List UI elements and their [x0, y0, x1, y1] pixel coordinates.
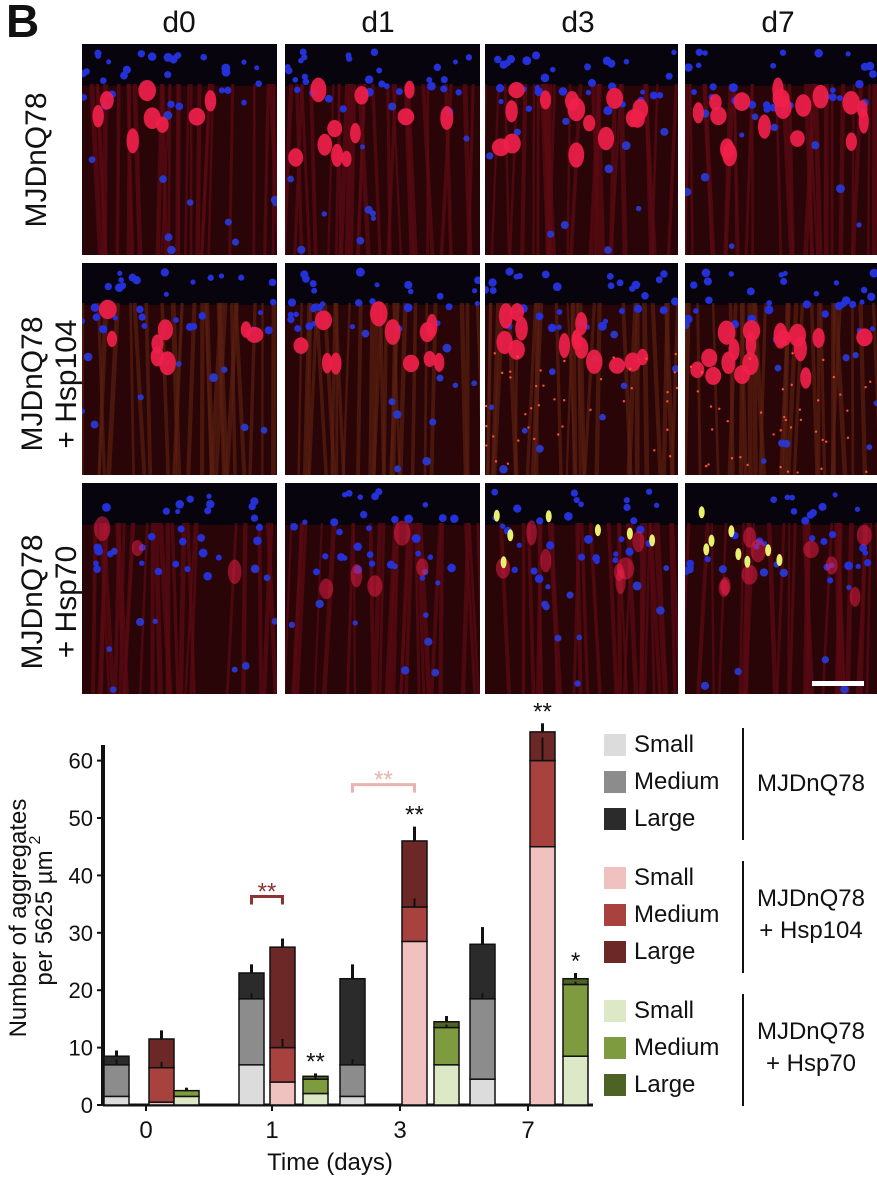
bar-segment-large	[469, 943, 496, 1000]
bar-segment-small	[238, 1064, 265, 1106]
y-tick-label: 50	[69, 806, 93, 831]
legend-label: Small	[634, 731, 695, 758]
y-tick-label: 30	[69, 921, 93, 946]
x-tick-label: 1	[265, 1117, 278, 1144]
legend-swatch	[604, 734, 626, 756]
row-label-2: MJDnQ78 + Hsp104	[16, 316, 83, 452]
legend-group-bracket	[742, 994, 744, 1106]
bar-segment-medium	[529, 759, 556, 848]
bar-segment-large	[269, 946, 296, 1049]
bar-segment-small	[469, 1078, 496, 1106]
significance-marker: **	[374, 767, 393, 794]
bar-segment-medium	[433, 1026, 460, 1066]
legend-group-bracket	[742, 728, 744, 840]
significance-bracket	[351, 783, 416, 793]
y-tick-label: 40	[69, 863, 93, 888]
micrograph-tile	[82, 483, 277, 694]
bar-segment-medium	[302, 1078, 329, 1095]
legend-swatch	[604, 771, 626, 793]
micrograph-tile	[82, 263, 277, 475]
scale-bar	[812, 681, 864, 686]
bar-segment-large	[339, 977, 366, 1066]
bar-segment-small	[269, 1081, 296, 1106]
column-label-d1: d1	[361, 6, 395, 39]
legend-swatch	[604, 941, 626, 963]
x-tick-label: 3	[393, 1117, 406, 1144]
bar-segment-large	[401, 840, 428, 908]
panel-label: B	[6, 0, 40, 47]
legend-label: Large	[634, 938, 696, 965]
micrograph-tile	[485, 483, 678, 694]
legend-label: Large	[634, 805, 696, 832]
legend-swatch	[604, 1037, 626, 1059]
y-axis-label: Number of aggregates	[5, 799, 32, 1038]
row-label-3: MJDnQ78 + Hsp70	[16, 534, 83, 670]
row-label-1: MJDnQ78	[20, 92, 53, 228]
y-tick-label: 10	[69, 1036, 93, 1061]
significance-bracket	[250, 895, 284, 905]
y-tick-label: 0	[81, 1093, 93, 1118]
legend-label: Small	[634, 997, 695, 1024]
bar-segment-small	[433, 1064, 460, 1106]
bar-segment-small	[173, 1095, 200, 1106]
significance-marker: *	[571, 948, 580, 975]
column-label-d0: d0	[162, 6, 196, 39]
legend-swatch	[604, 808, 626, 830]
significance-marker: **	[258, 879, 277, 906]
micrograph-tile	[685, 44, 877, 255]
y-tick-label: 20	[69, 978, 93, 1003]
bar-segment-medium	[173, 1089, 200, 1098]
micrograph-tile	[685, 263, 877, 475]
micrograph-tile	[485, 263, 678, 475]
legend-group-bracket	[742, 861, 744, 973]
micrograph-tile	[285, 483, 480, 694]
x-tick-label: 0	[139, 1117, 152, 1144]
legend-group-label: MJDnQ78 + Hsp70	[756, 1018, 866, 1077]
aggregate-bar-chart: 0 10 20 30 40 50 60 0 1 3 7 Time (days) Number of ag…	[5, 700, 593, 1176]
bar-segment-medium	[562, 983, 589, 1057]
legend-label: Large	[634, 1071, 696, 1098]
legend-label: Medium	[634, 768, 720, 795]
significance-marker: **	[405, 802, 424, 829]
bar-segment-medium	[401, 906, 428, 943]
column-label-d7: d7	[761, 6, 795, 39]
legend-swatch	[604, 1074, 626, 1096]
micrograph-tile	[485, 44, 678, 255]
bar-segment-medium	[238, 998, 265, 1066]
y-tick-label: 60	[69, 749, 93, 774]
bar-segment-small	[103, 1095, 130, 1106]
bar-segment-small	[401, 940, 428, 1106]
column-label-d3: d3	[561, 6, 595, 39]
bar-segment-medium	[103, 1064, 130, 1098]
legend-group-label: MJDnQ78 + Hsp104	[756, 885, 866, 944]
significance-marker: **	[533, 700, 552, 725]
micrograph-tile	[82, 44, 277, 255]
bar-segment-small	[302, 1092, 329, 1106]
legend-label: Medium	[634, 1034, 720, 1061]
legend-label: Small	[634, 864, 695, 891]
micrograph-tile	[285, 263, 480, 475]
x-axis-label: Time (days)	[267, 1149, 393, 1176]
legend-label: Medium	[634, 901, 720, 928]
bar-segment-small	[529, 845, 556, 1106]
legend-swatch	[604, 867, 626, 889]
bar-segment-small	[562, 1055, 589, 1106]
micrograph-tile	[285, 44, 480, 255]
legend-swatch	[604, 1000, 626, 1022]
legend-group-label: MJDnQ78	[756, 770, 866, 797]
bar-segment-medium	[339, 1064, 366, 1098]
micrograph-tile	[685, 483, 877, 694]
y-axis-label-sup: 2	[27, 835, 44, 844]
significance-marker: **	[306, 1048, 325, 1075]
x-tick-label: 7	[521, 1117, 534, 1144]
bar-segment-medium	[269, 1046, 296, 1083]
bar-segment-medium	[148, 1066, 175, 1103]
legend-swatch	[604, 904, 626, 926]
bar-segment-medium	[469, 998, 496, 1080]
bar-segment-small	[339, 1095, 366, 1106]
y-axis-label-2: per 5625 µm	[31, 850, 58, 985]
